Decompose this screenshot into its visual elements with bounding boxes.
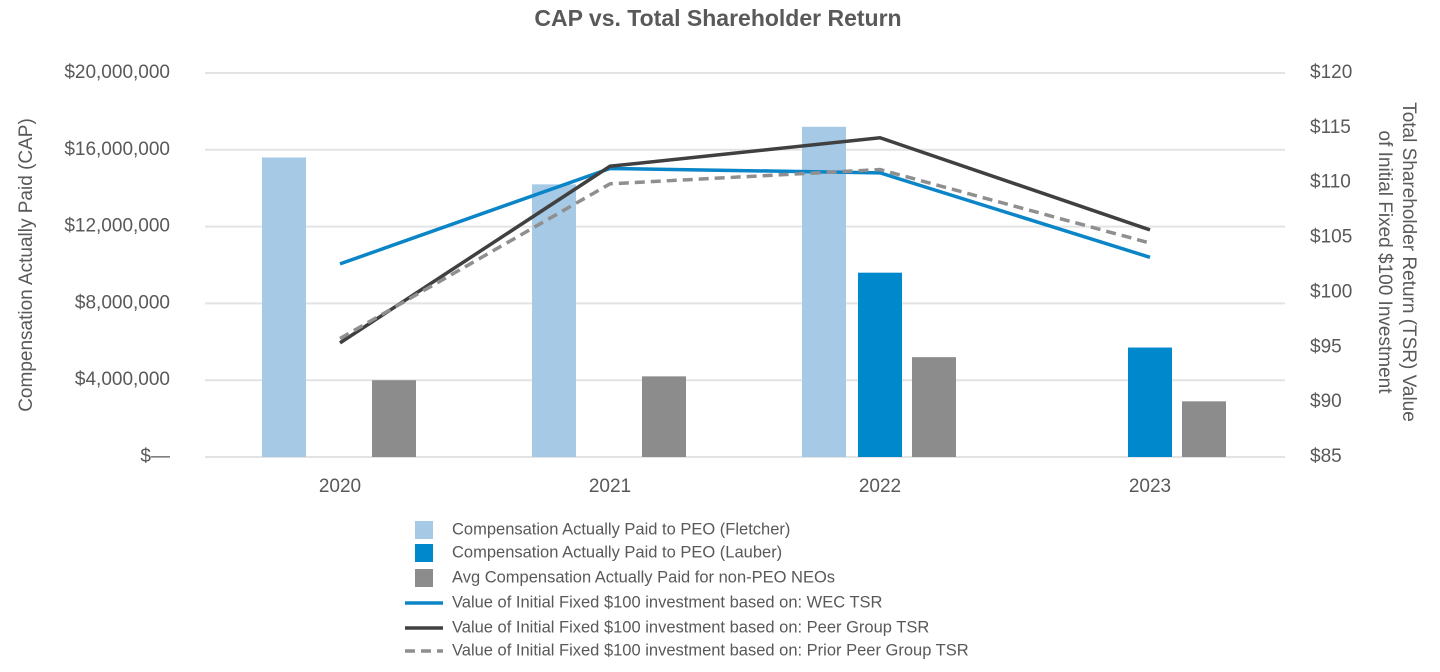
y2-tick-label: $95	[1310, 336, 1342, 357]
y-tick-label: $20,000,000	[64, 62, 170, 83]
line	[339, 167, 1151, 341]
y2-tick-label: $120	[1310, 62, 1352, 83]
legend-label: Value of Initial Fixed $100 investment b…	[452, 641, 969, 659]
y-tick-label: $8,000,000	[75, 292, 170, 313]
bar	[912, 357, 956, 457]
y-tick-label: $4,000,000	[75, 369, 170, 390]
y2-axis-label: of Initial Fixed $100 Investment	[1374, 131, 1395, 395]
x-tick-label: 2021	[589, 476, 631, 497]
bar	[858, 272, 902, 457]
y2-axis-label: Total Shareholder Return (TSR) Value	[1398, 102, 1419, 422]
y2-tick-label: $110	[1310, 172, 1351, 193]
bar	[532, 184, 576, 458]
x-tick-label: 2023	[1129, 476, 1171, 497]
legend-label: Value of Initial Fixed $100 investment b…	[452, 593, 883, 611]
y2-tick-label: $115	[1310, 117, 1351, 138]
x-tick-label: 2022	[859, 476, 901, 497]
y-tick-label: $16,000,000	[64, 139, 170, 160]
legend-label: Compensation Actually Paid to PEO (Laube…	[452, 543, 782, 561]
legend-label: Avg Compensation Actually Paid for non-P…	[452, 568, 835, 586]
bar	[802, 126, 846, 457]
line	[339, 166, 1151, 266]
bar	[262, 157, 306, 458]
bar	[642, 376, 686, 457]
x-tick-label: 2020	[319, 476, 361, 497]
bar	[372, 380, 416, 457]
y-axis-label: Compensation Actually Paid (CAP)	[16, 118, 37, 412]
chart-title: CAP vs. Total Shareholder Return	[534, 5, 901, 31]
bar	[1182, 401, 1226, 457]
bar	[1128, 347, 1172, 457]
legend-marker	[415, 569, 433, 587]
line	[339, 135, 1151, 345]
y2-tick-label: $100	[1310, 281, 1352, 302]
legend-label: Value of Initial Fixed $100 investment b…	[452, 618, 929, 636]
y2-tick-label: $85	[1310, 446, 1342, 467]
y2-tick-label: $105	[1310, 227, 1352, 248]
legend-marker	[415, 544, 433, 562]
legend-label: Compensation Actually Paid to PEO (Fletc…	[452, 520, 790, 538]
y-tick-label: $—	[140, 446, 170, 467]
legend-marker	[415, 521, 433, 539]
y2-tick-label: $90	[1310, 391, 1342, 412]
y-tick-label: $12,000,000	[64, 216, 170, 237]
